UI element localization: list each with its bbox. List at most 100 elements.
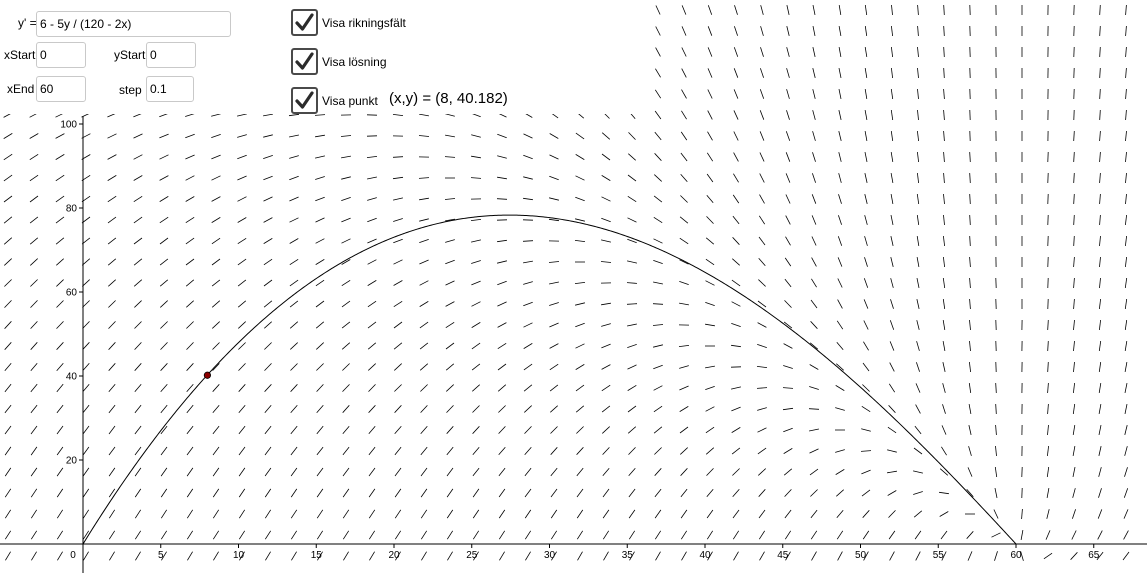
slope-segment: [1099, 46, 1101, 58]
slope-segment: [56, 300, 64, 308]
slope-segment: [758, 215, 766, 225]
slope-segment: [733, 110, 739, 120]
slope-segment: [341, 259, 351, 265]
slope-segment: [1046, 509, 1050, 519]
slope-segment: [1099, 193, 1101, 205]
slope-segment: [1096, 551, 1104, 561]
checkmark-icon: [295, 52, 314, 70]
slope-segment: [187, 551, 193, 561]
slope-segment: [942, 404, 946, 414]
slope-segment: [939, 468, 949, 476]
slope-segment: [4, 258, 12, 266]
equation-input[interactable]: [36, 11, 231, 37]
slope-segment: [497, 363, 507, 371]
slope-segment: [810, 299, 818, 309]
slope-segment: [809, 386, 819, 390]
slope-segment: [995, 382, 997, 394]
slope-segment: [759, 551, 765, 561]
slope-segment: [888, 510, 896, 518]
slope-segment: [785, 215, 791, 225]
slope-segment: [1073, 130, 1075, 142]
axes: [0, 116, 1147, 573]
slope-segment: [943, 109, 945, 121]
slope-segment: [395, 551, 401, 561]
slope-segment: [760, 47, 764, 57]
slope-segment: [995, 403, 997, 415]
slope-segment: [315, 321, 325, 329]
slope-segment: [784, 257, 792, 267]
slope-segment: [969, 214, 971, 226]
slope-segment: [186, 404, 194, 414]
xstart-input[interactable]: [36, 42, 86, 68]
slope-segment: [56, 321, 64, 329]
slope-segment: [161, 551, 167, 561]
slope-segment: [758, 509, 766, 519]
slope-segment: [968, 425, 972, 435]
slope-segment: [289, 300, 299, 308]
slope-segment: [627, 426, 637, 434]
slope-segment: [916, 341, 920, 351]
slope-segment: [82, 362, 90, 372]
slope-segment: [212, 425, 220, 435]
xend-input[interactable]: [36, 76, 86, 102]
slope-segment: [758, 530, 766, 540]
ystart-input[interactable]: [146, 42, 196, 68]
slope-segment: [237, 258, 247, 266]
slope-segment: [655, 68, 661, 78]
slope-segment: [368, 509, 376, 519]
slope-segment: [601, 175, 611, 181]
slope-segment: [159, 154, 169, 160]
slope-segment: [653, 364, 663, 370]
slope-segment: [601, 302, 611, 306]
slope-segment: [498, 488, 506, 498]
slope-segment: [652, 303, 664, 305]
slope-segment: [211, 134, 221, 138]
slope-segment: [705, 386, 715, 390]
slope-segment: [107, 175, 117, 181]
slope-segment: [1122, 551, 1130, 561]
solution-point[interactable]: [203, 371, 211, 379]
slope-segment: [186, 467, 194, 477]
slope-segment: [811, 257, 817, 267]
slope-segment: [238, 509, 246, 519]
slope-segment: [864, 257, 868, 267]
slope-segment: [786, 89, 790, 99]
slope-segment: [56, 425, 64, 435]
slope-segment: [757, 447, 767, 455]
step-input[interactable]: [146, 76, 194, 102]
slope-segment: [471, 363, 481, 371]
slope-segment: [969, 340, 971, 352]
slope-segment: [290, 509, 298, 519]
slope-segment: [237, 300, 247, 308]
slope-segment: [82, 383, 90, 393]
slope-segment: [1099, 130, 1101, 142]
slope-segment: [56, 530, 64, 540]
slope-segment: [861, 405, 871, 413]
slope-segment: [812, 68, 816, 78]
slope-segment: [392, 156, 404, 158]
slope-segment: [627, 385, 637, 391]
slope-segment: [811, 278, 817, 288]
slope-segment: [444, 156, 456, 158]
slope-segment: [969, 235, 971, 247]
slope-segment: [679, 237, 689, 245]
checkbox-show-point[interactable]: [291, 87, 318, 114]
checkbox-show-field[interactable]: [291, 9, 318, 36]
checkbox-show-solution[interactable]: [291, 48, 318, 75]
slope-segment: [1125, 193, 1127, 205]
slope-segment: [1043, 552, 1053, 560]
slope-segment: [212, 384, 220, 392]
slope-segment: [108, 279, 116, 287]
slope-segment: [838, 131, 842, 141]
slope-segment: [315, 279, 325, 287]
slope-segment: [731, 323, 741, 327]
slope-segment: [107, 154, 117, 160]
slope-segment: [760, 5, 764, 15]
slope-segment: [393, 300, 403, 308]
slope-segment: [812, 5, 816, 15]
slope-segment: [943, 25, 945, 37]
slope-segment: [680, 195, 688, 203]
slope-segment: [237, 237, 247, 245]
slope-segment: [575, 154, 585, 160]
